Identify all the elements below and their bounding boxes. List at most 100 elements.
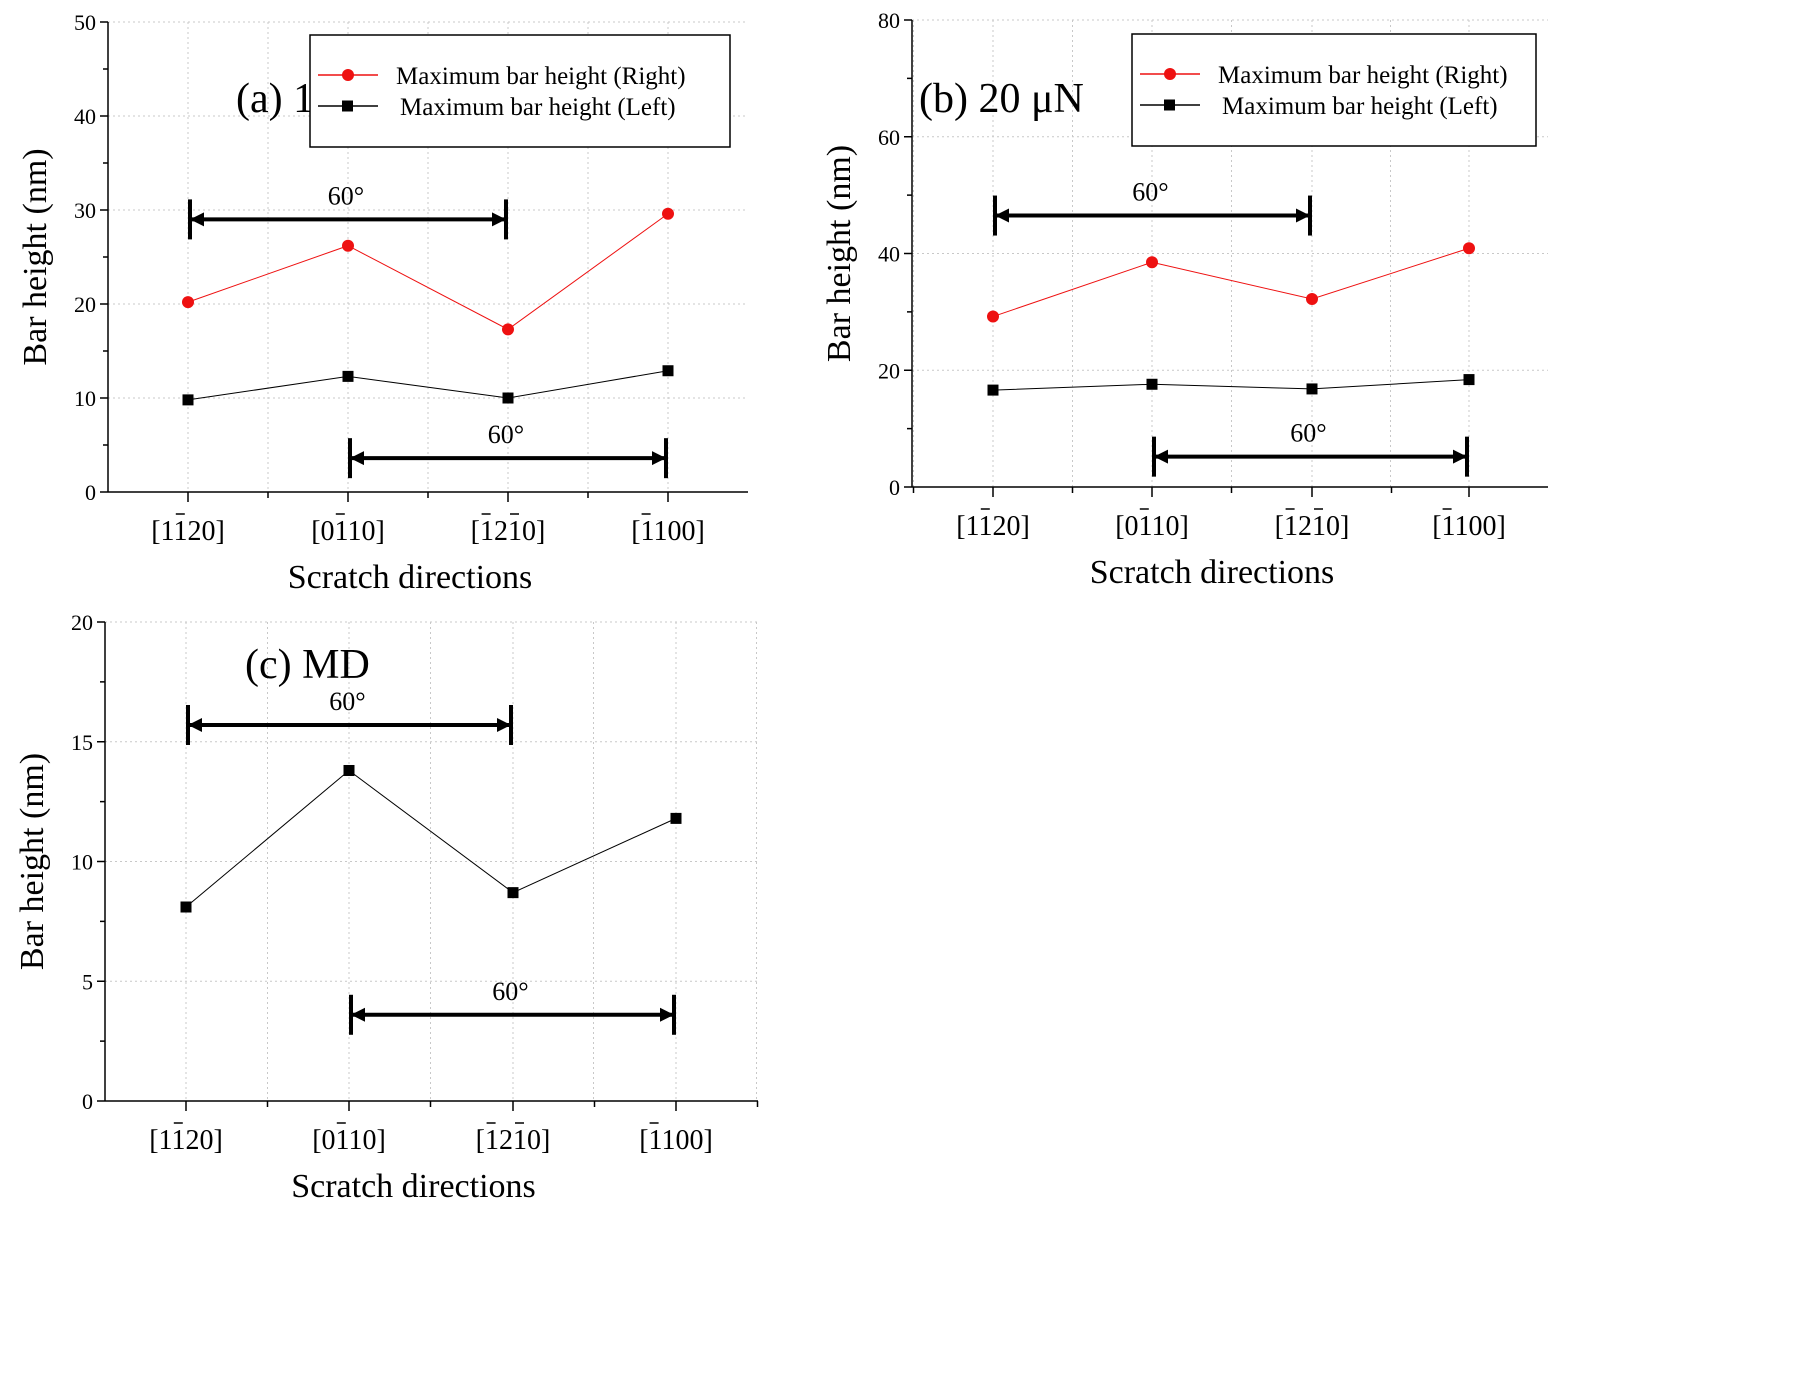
angle-annotation: 60° — [1152, 419, 1469, 477]
angle-annotation: 60° — [349, 977, 676, 1035]
y-tick-label: 60 — [878, 125, 900, 150]
angle-annotation: 60° — [993, 178, 1312, 236]
y-tick-label: 0 — [889, 475, 900, 500]
data-point — [1146, 378, 1158, 390]
series-0 — [987, 242, 1475, 323]
arrow-head-left — [190, 212, 204, 227]
arrow-head-left — [350, 451, 364, 466]
legend-label: Maximum bar height (Right) — [396, 63, 686, 90]
legend: Maximum bar height (Right) Maximum bar he… — [1131, 33, 1537, 147]
legend-box — [1131, 33, 1537, 147]
y-tick-label: 10 — [71, 850, 93, 875]
data-point — [182, 296, 194, 309]
arrow-head-left — [995, 208, 1009, 223]
series-0 — [182, 207, 674, 336]
chart-panel-c: 0 5 10 15 20 [1120] [0110] [1210] [1100] Scratch … — [14, 610, 759, 1205]
data-point — [1463, 374, 1475, 386]
data-point — [1146, 256, 1158, 269]
series-1 — [182, 365, 674, 406]
arrow-head-left — [351, 1007, 365, 1022]
data-point — [342, 239, 354, 252]
y-tick-label: 5 — [82, 969, 93, 994]
y-tick-label: 0 — [85, 480, 96, 505]
angle-annotation: 60° — [186, 687, 513, 745]
arrow-head-left — [1154, 449, 1168, 464]
series-line — [187, 213, 669, 330]
x-tick-label: [1210] — [476, 1125, 551, 1156]
x-tick-label: [1210] — [1275, 511, 1350, 542]
chart-panel-b: 0 20 40 60 80 [1120] [0110] [1210] [1100] Scratch… — [821, 8, 1548, 591]
y-axis-title: Bar height (nm) — [821, 145, 858, 362]
y-tick-label: 10 — [74, 386, 96, 411]
angle-label: 60° — [328, 181, 364, 210]
plot-area-c: 0 5 10 15 20 [1120] [0110] [1210] [1100] Scratch … — [14, 610, 759, 1205]
arrow-head-left — [188, 717, 202, 732]
legend-marker — [1164, 68, 1176, 80]
data-point — [1463, 242, 1475, 255]
y-tick-label: 15 — [71, 730, 93, 755]
x-tick-label: [1120] — [151, 516, 225, 547]
x-tick-label: [1120] — [956, 511, 1030, 542]
data-point — [1306, 383, 1318, 395]
x-tick-label: [0110] — [312, 1125, 386, 1156]
legend: Maximum bar height (Right) Maximum bar he… — [309, 34, 731, 148]
data-point — [987, 310, 999, 323]
data-point — [182, 394, 194, 406]
data-point — [662, 207, 674, 220]
x-tick-label: [0110] — [311, 516, 385, 547]
plot-area-b: 0 20 40 60 80 [1120] [0110] [1210] [1100] Scratch… — [821, 8, 1548, 591]
y-tick-label: 80 — [878, 8, 900, 33]
legend-marker — [342, 69, 354, 81]
arrow-head-right — [660, 1007, 674, 1022]
x-tick-label: [1100] — [631, 516, 705, 547]
arrow-head-right — [492, 212, 506, 227]
angle-label: 60° — [1290, 419, 1326, 448]
x-tick-label: [1120] — [149, 1125, 223, 1156]
series-line — [992, 379, 1470, 391]
angle-label: 60° — [492, 977, 528, 1006]
y-tick-label: 20 — [74, 292, 96, 317]
y-tick-label: 20 — [71, 610, 93, 635]
x-axis-title: Scratch directions — [291, 1168, 536, 1205]
angle-annotation: 60° — [188, 181, 508, 240]
y-tick-label: 20 — [878, 358, 900, 383]
angle-label: 60° — [488, 420, 524, 449]
legend-marker — [342, 100, 353, 112]
panel-label: (b) 20 μN — [919, 76, 1084, 122]
angle-label: 60° — [1132, 178, 1168, 207]
x-axis-title: Scratch directions — [288, 559, 533, 596]
data-point — [987, 384, 999, 396]
data-point — [502, 323, 514, 336]
data-point — [342, 370, 354, 382]
angle-annotation: 60° — [348, 420, 668, 479]
x-tick-label: [0110] — [1115, 511, 1189, 542]
y-tick-label: 40 — [74, 104, 96, 129]
x-tick-label: [1210] — [471, 516, 546, 547]
series-line — [187, 370, 669, 401]
y-tick-label: 0 — [82, 1089, 93, 1114]
plot-area-a: 0 10 20 30 40 50 [1120] [0110] [1210] [1100] Scrat… — [17, 10, 748, 596]
series-0 — [180, 764, 682, 913]
data-point — [180, 901, 192, 913]
y-tick-label: 40 — [878, 242, 900, 267]
series-line — [992, 247, 1470, 318]
arrow-head-right — [652, 451, 666, 466]
series-line — [185, 769, 677, 908]
x-axis-title: Scratch directions — [1090, 554, 1335, 591]
chart-panel-a: 0 10 20 30 40 50 [1120] [0110] [1210] [1100] Scrat… — [17, 10, 748, 596]
x-tick-label: [1100] — [1432, 511, 1506, 542]
y-tick-label: 50 — [74, 10, 96, 35]
y-axis-title: Bar height (nm) — [14, 753, 51, 970]
series-1 — [987, 374, 1475, 396]
arrow-head-right — [497, 717, 511, 732]
data-point — [343, 764, 355, 776]
x-tick-label: [1100] — [639, 1125, 713, 1156]
y-tick-label: 30 — [74, 198, 96, 223]
arrow-head-right — [1296, 208, 1310, 223]
legend-label: Maximum bar height (Left) — [400, 94, 676, 121]
panel-label: (c) MD — [245, 642, 370, 688]
legend-label: Maximum bar height (Right) — [1218, 62, 1508, 89]
arrow-head-right — [1453, 449, 1467, 464]
legend-marker — [1164, 99, 1175, 111]
data-point — [507, 887, 519, 899]
